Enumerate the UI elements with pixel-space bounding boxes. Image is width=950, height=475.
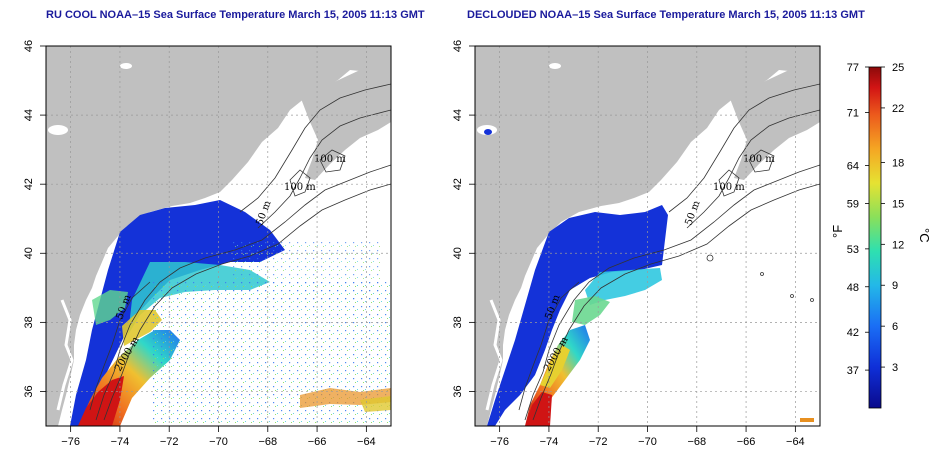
right-y-tick-label: 44 <box>452 109 464 121</box>
left-y-tick-label: 46 <box>23 40 35 52</box>
right-contour-label: 100 m <box>713 182 745 193</box>
right-chesapeake <box>485 299 503 411</box>
left-sst-green <box>92 290 128 325</box>
colorbar-celsius-tick-label: 15 <box>892 198 904 210</box>
colorbar: 25 22 18 15 12 9 6 3 77 71 64 59 53 48 42 37 °F °C <box>830 62 932 409</box>
left-y-tick-label: 42 <box>23 178 35 190</box>
right-x-tick-label: −70 <box>638 436 657 448</box>
colorbar-fahrenheit-tick-label: 77 <box>847 62 859 74</box>
colorbar-fahrenheit-tick-label: 48 <box>847 282 859 294</box>
left-grid <box>46 45 391 426</box>
right-lake <box>549 63 561 69</box>
left-sst-warm <box>78 376 124 426</box>
colorbar-celsius-tick-label: 12 <box>892 239 904 251</box>
left-x-tick-label: −68 <box>258 436 277 448</box>
left-lake <box>120 63 132 69</box>
colorbar-fahrenheit-tick-label: 42 <box>847 327 859 339</box>
left-land-maritimes <box>300 64 391 180</box>
colorbar-celsius-tick-label: 18 <box>892 157 904 169</box>
left-contour-label: 100 m <box>284 182 316 193</box>
left-panel-title: RU COOL NOAA–15 Sea Surface Temperature … <box>46 9 425 21</box>
left-lake <box>48 125 68 135</box>
right-land-maritimes <box>729 64 820 180</box>
colorbar-fahrenheit-label: °F <box>830 225 845 238</box>
colorbar-celsius-tick-label: 6 <box>892 321 898 333</box>
right-sst-warm-eddy <box>800 418 814 422</box>
right-x-tick-label: −74 <box>540 436 559 448</box>
left-cloud-speckle <box>230 240 380 300</box>
left-bathymetry-contours <box>89 83 391 421</box>
colorbar-celsius-label: °C <box>917 228 932 243</box>
left-chesapeake <box>56 299 74 411</box>
colorbar-ticks: 25 22 18 15 12 9 6 3 77 71 64 59 53 48 42 37 <box>847 62 905 377</box>
colorbar-fahrenheit-tick-label: 53 <box>847 244 859 256</box>
right-panel-title: DECLOUDED NOAA–15 Sea Surface Temperatur… <box>467 9 865 21</box>
colorbar-gradient <box>868 66 882 409</box>
left-map: 100 m 100 m 50 m 50 m 2000 m <box>45 45 392 427</box>
left-x-tick-label: −74 <box>111 436 130 448</box>
right-bathymetry-contours <box>518 83 820 421</box>
colorbar-celsius-tick-label: 25 <box>892 62 904 74</box>
right-contour-label: 100 m <box>743 154 775 165</box>
right-y-tick-label: 36 <box>452 385 464 397</box>
right-sst-yellow <box>540 345 570 388</box>
right-x-tick-label: −68 <box>687 436 706 448</box>
right-land <box>475 46 820 426</box>
right-sst-green <box>572 296 610 325</box>
right-x-tick-label: −66 <box>737 436 756 448</box>
colorbar-celsius-tick-label: 3 <box>892 362 898 374</box>
left-y-tick-label: 36 <box>23 385 35 397</box>
right-y-tick-label: 42 <box>452 178 464 190</box>
left-x-tick-label: −76 <box>61 436 80 448</box>
right-sst-patch <box>484 129 492 135</box>
left-land <box>46 46 391 426</box>
left-sst-warm-eddy <box>360 396 391 412</box>
right-sst-shelf <box>487 205 668 426</box>
colorbar-celsius-tick-label: 22 <box>892 103 904 115</box>
left-gulf-of-maine <box>230 128 305 212</box>
right-gulf-of-maine <box>659 128 734 212</box>
right-y-tick-label: 46 <box>452 40 464 52</box>
right-y-tick-label: 38 <box>452 316 464 328</box>
right-y-tick-label: 40 <box>452 247 464 259</box>
colorbar-fahrenheit-tick-label: 64 <box>847 161 859 173</box>
right-x-tick-label: −76 <box>490 436 509 448</box>
right-sst-cyan <box>585 268 662 305</box>
right-x-tick-label: −72 <box>589 436 608 448</box>
left-contour-label: 100 m <box>314 154 346 165</box>
right-x-tick-label: −64 <box>786 436 805 448</box>
right-map: 100 m 100 m 50 m 50 m 2000 m <box>474 45 821 427</box>
right-sst-warm <box>525 392 552 426</box>
colorbar-fahrenheit-tick-label: 59 <box>847 198 859 210</box>
axes-layer: −76 −74 −72 −70 −68 −66 −64 36 38 40 42 44 46 −76 −74 −… <box>23 40 805 448</box>
colorbar-fahrenheit-tick-label: 71 <box>847 107 859 119</box>
left-y-tick-label: 40 <box>23 247 35 259</box>
left-y-tick-label: 44 <box>23 109 35 121</box>
left-x-tick-label: −66 <box>308 436 327 448</box>
left-x-tick-label: −70 <box>209 436 228 448</box>
left-x-tick-label: −72 <box>160 436 179 448</box>
colorbar-fahrenheit-tick-label: 37 <box>847 365 859 377</box>
left-y-tick-label: 38 <box>23 316 35 328</box>
colorbar-celsius-tick-label: 9 <box>892 280 898 292</box>
right-grid <box>475 45 820 426</box>
left-x-tick-label: −64 <box>357 436 376 448</box>
